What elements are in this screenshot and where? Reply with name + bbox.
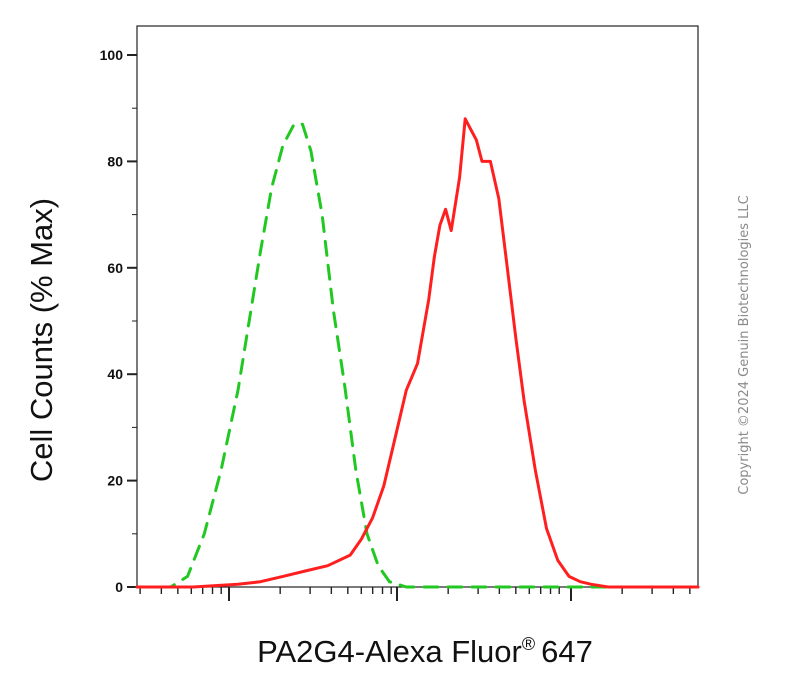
x-axis-title-superscript: ® bbox=[522, 634, 535, 654]
y-tick-label: 60 bbox=[107, 260, 123, 276]
series-layer bbox=[135, 117, 700, 589]
y-tick-label: 20 bbox=[107, 473, 123, 489]
y-tick-label: 40 bbox=[107, 366, 123, 382]
y-tick-label: 100 bbox=[100, 47, 124, 63]
x-axis-title-main: PA2G4-Alexa Fluor bbox=[257, 634, 522, 669]
y-tick-label: 80 bbox=[107, 153, 123, 169]
copyright-watermark: Copyright ©2024 Genuin Biotechnologies L… bbox=[737, 195, 752, 494]
series-line-2 bbox=[135, 117, 700, 589]
y-tick-label: 0 bbox=[115, 579, 123, 595]
x-axis-title-suffix: 647 bbox=[541, 634, 593, 669]
y-axis: 0 20 40 60 80 100 bbox=[100, 47, 137, 595]
y-axis-title: Cell Counts (% Max) bbox=[24, 198, 59, 482]
x-axis bbox=[139, 587, 691, 601]
plot-frame bbox=[136, 25, 699, 588]
x-axis-title: PA2G4-Alexa Fluor® 647 bbox=[257, 634, 593, 669]
